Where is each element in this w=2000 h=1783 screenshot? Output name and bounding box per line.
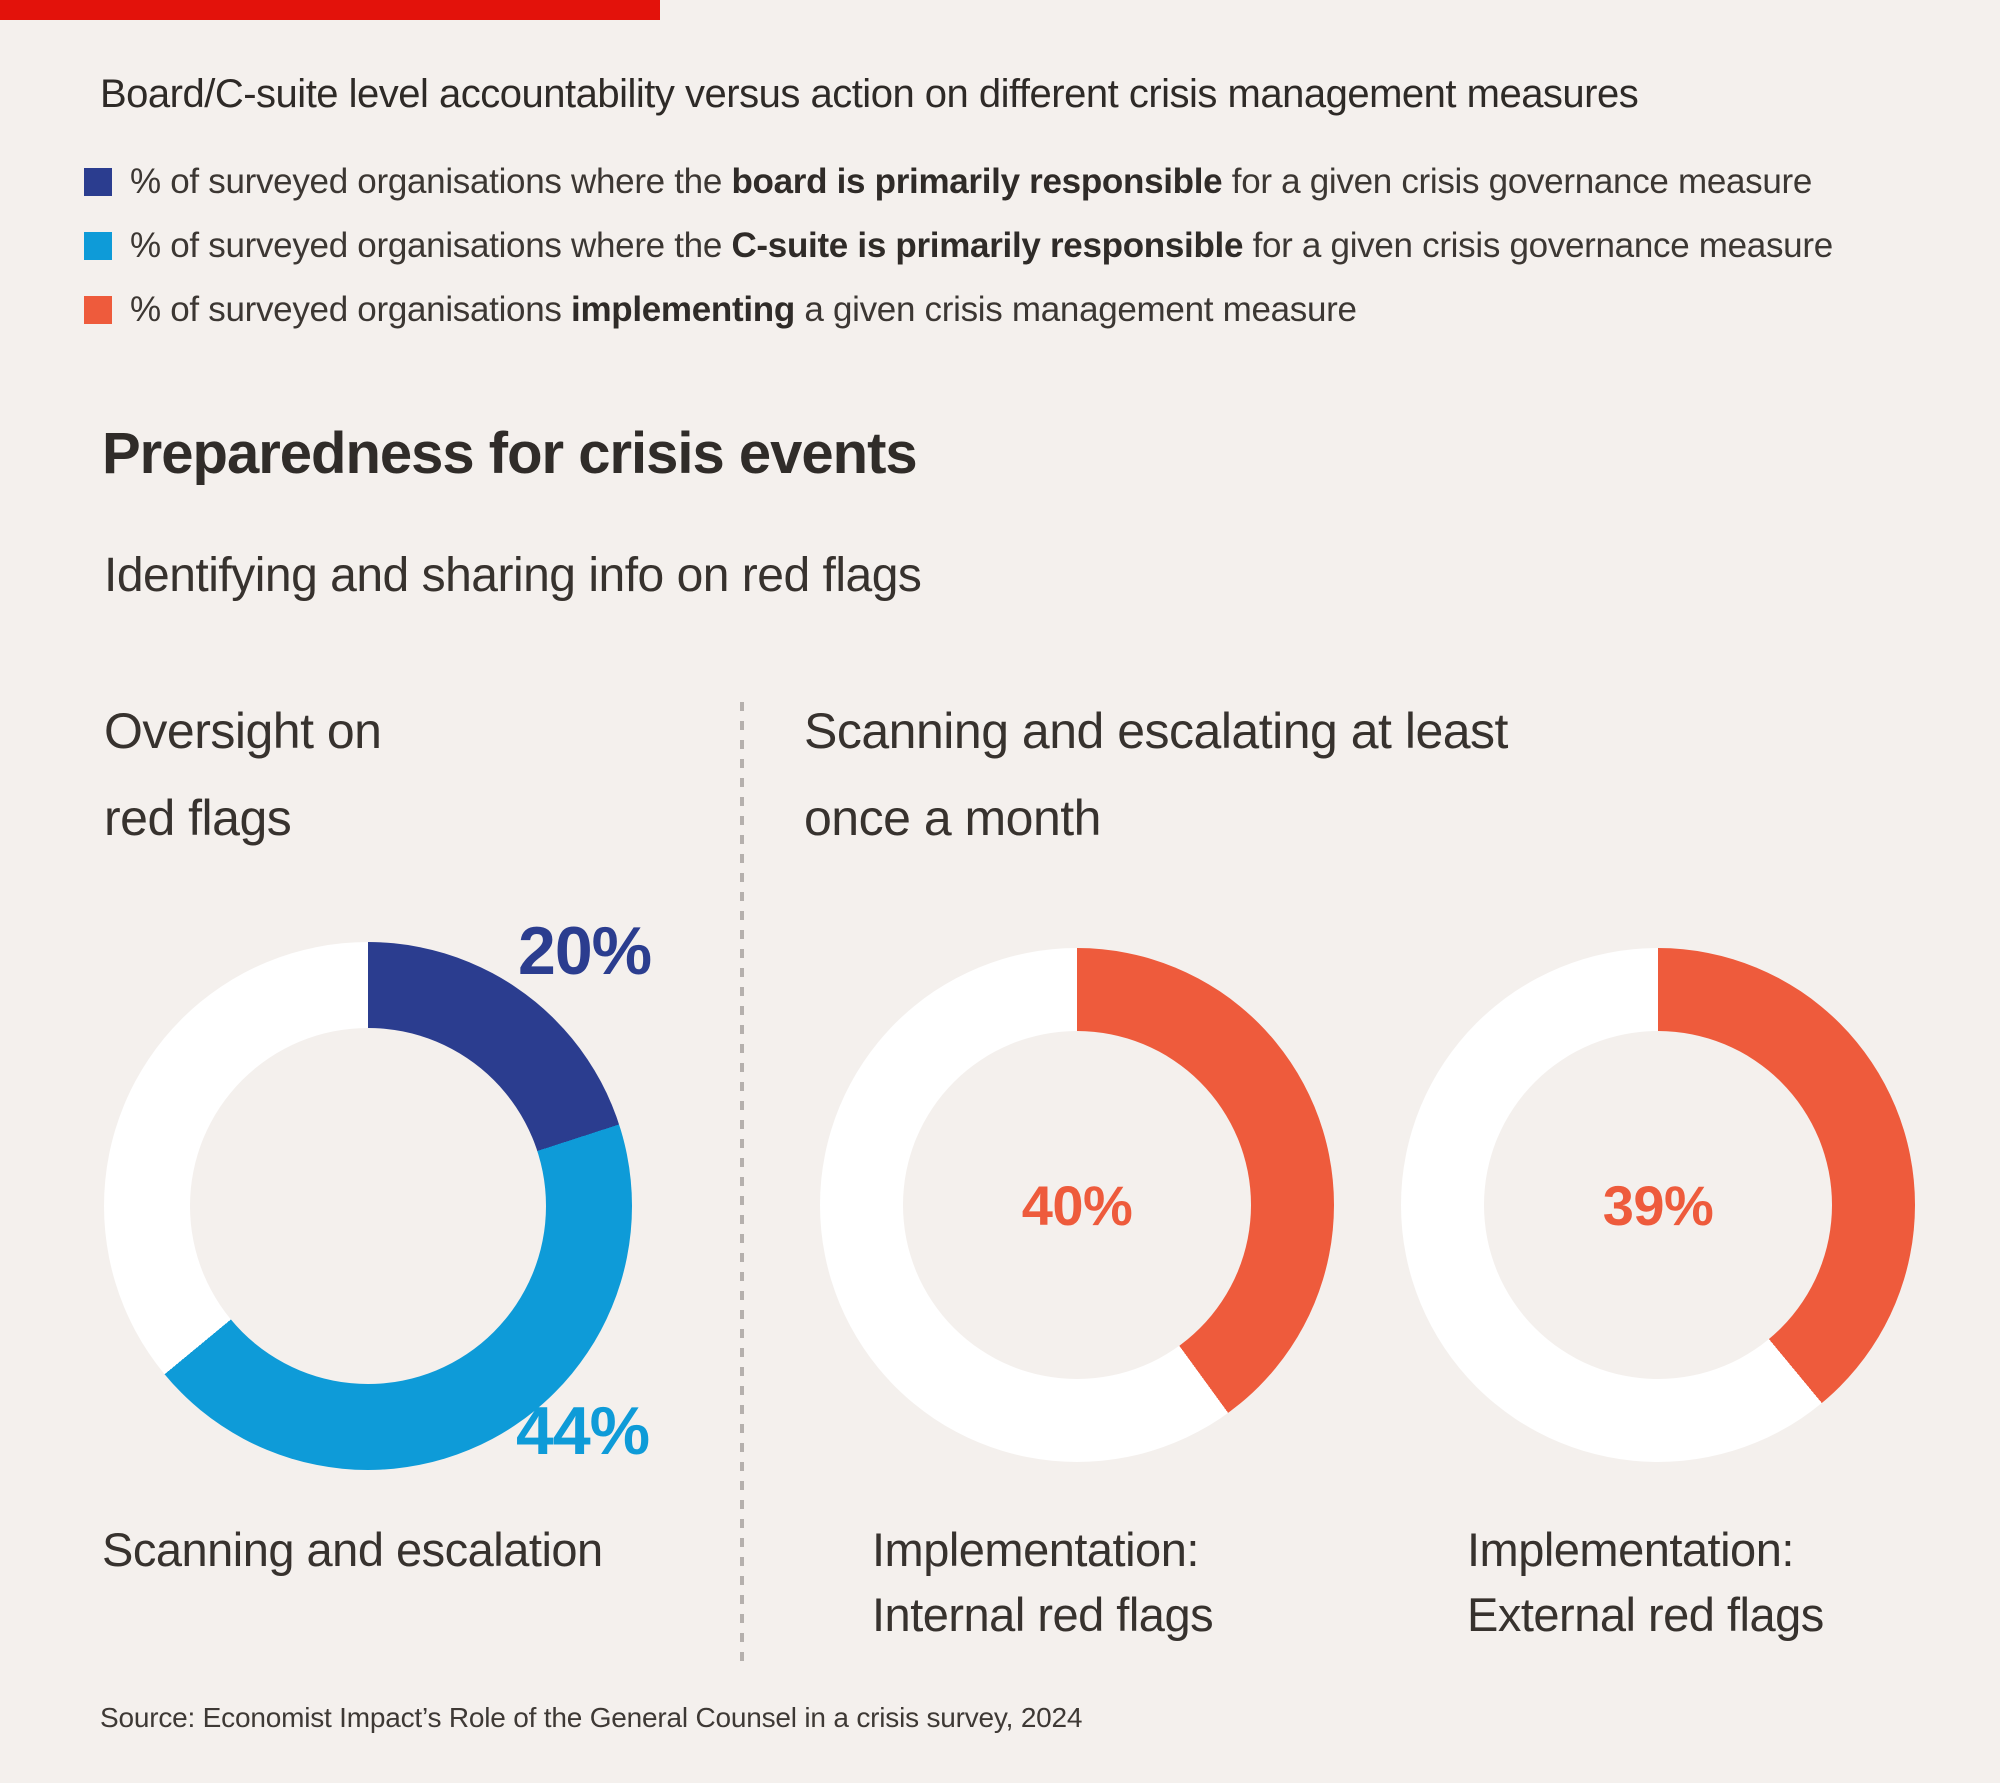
right-panel-title: Scanning and escalating at least once a … (804, 688, 1508, 862)
donut-oversight-red-flags (104, 942, 632, 1470)
board-percentage-label: 20% (518, 913, 652, 989)
legend-text-suffix: for a given crisis governance measure (1243, 226, 1834, 265)
implementing-swatch-icon (84, 296, 112, 324)
middle-donut-caption-line1: Implementation: (872, 1523, 1199, 1576)
legend-text-prefix: % of surveyed organisations (130, 290, 572, 329)
csuite-swatch-icon (84, 232, 112, 260)
donut-external-red-flags: 39% (1401, 948, 1915, 1462)
panel-divider-dotted-line (740, 702, 744, 1670)
legend-item-label: % of surveyed organisations where the C-… (130, 226, 1833, 266)
legend-text-bold: C-suite is primarily responsible (731, 226, 1244, 265)
right-donut-caption: Implementation: External red flags (1467, 1518, 1824, 1648)
middle-donut-caption: Implementation: Internal red flags (872, 1518, 1214, 1648)
board-swatch-icon (84, 168, 112, 196)
legend-item-csuite: % of surveyed organisations where the C-… (84, 226, 1833, 266)
middle-donut-caption-line2: Internal red flags (872, 1587, 1214, 1641)
right-donut-caption-line2: External red flags (1467, 1587, 1824, 1641)
legend-item-board: % of surveyed organisations where the bo… (84, 162, 1812, 202)
donut-internal-red-flags: 40% (820, 948, 1334, 1462)
csuite-percentage-label: 44% (516, 1393, 650, 1469)
external-percentage-label: 39% (1602, 1173, 1714, 1237)
legend-item-implementing: % of surveyed organisations implementing… (84, 290, 1357, 330)
right-donut-caption-line1: Implementation: (1467, 1523, 1794, 1576)
legend-text-prefix: % of surveyed organisations where the (130, 226, 732, 265)
donut-hole: 39% (1484, 1031, 1832, 1379)
donut-hole: 40% (903, 1031, 1251, 1379)
section-heading: Preparedness for crisis events (102, 421, 918, 486)
left-panel-title-line2: red flags (104, 790, 292, 846)
left-panel-title: Oversight on red flags (104, 688, 382, 862)
legend-text-suffix: a given crisis management measure (794, 290, 1357, 329)
donut-hole (190, 1028, 546, 1384)
legend-text-suffix: for a given crisis governance measure (1222, 162, 1813, 201)
legend-text-prefix: % of surveyed organisations where the (130, 162, 732, 201)
left-panel-title-line1: Oversight on (104, 703, 382, 759)
legend-text-bold: board is primarily responsible (731, 162, 1223, 201)
section-subheading: Identifying and sharing info on red flag… (104, 549, 922, 602)
chart-title: Board/C-suite level accountability versu… (100, 72, 1639, 116)
legend-text-bold: implementing (571, 290, 795, 329)
legend-item-label: % of surveyed organisations where the bo… (130, 162, 1812, 202)
right-panel-title-line2: once a month (804, 790, 1101, 846)
internal-percentage-label: 40% (1021, 1173, 1133, 1237)
left-donut-caption: Scanning and escalation (102, 1523, 603, 1576)
brand-top-bar (0, 0, 660, 20)
legend-item-label: % of surveyed organisations implementing… (130, 290, 1357, 330)
right-panel-title-line1: Scanning and escalating at least (804, 703, 1508, 759)
source-note: Source: Economist Impact’s Role of the G… (100, 1702, 1083, 1733)
